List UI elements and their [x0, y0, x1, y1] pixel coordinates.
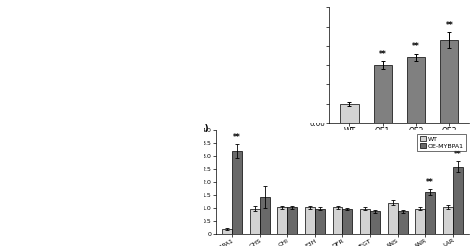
Bar: [360, 209, 370, 234]
Y-axis label: Proanthocyanidin content
(mg catechin·g⁻¹ FW): Proanthocyanidin content (mg catechin·g⁻…: [296, 28, 308, 103]
Bar: [333, 207, 342, 234]
Bar: [398, 211, 408, 234]
Text: **: **: [426, 178, 434, 187]
Bar: [305, 207, 315, 234]
Bar: [388, 203, 398, 234]
Bar: [443, 207, 453, 234]
Bar: [232, 151, 242, 234]
Text: **: **: [379, 50, 387, 59]
Text: (f): (f): [290, 0, 302, 9]
Bar: [260, 197, 270, 234]
Text: **: **: [454, 150, 462, 159]
Text: **: **: [412, 42, 420, 51]
Bar: [440, 40, 458, 123]
Y-axis label: Relative expression: Relative expression: [194, 151, 199, 213]
Bar: [277, 207, 287, 234]
Bar: [370, 211, 380, 234]
Bar: [340, 104, 358, 123]
Text: **: **: [233, 133, 241, 142]
Bar: [250, 209, 260, 234]
Text: (g): (g): [194, 124, 209, 133]
Bar: [222, 229, 232, 234]
Bar: [415, 209, 425, 234]
Bar: [453, 167, 463, 234]
Bar: [287, 207, 297, 234]
Bar: [374, 65, 392, 123]
Bar: [407, 58, 425, 123]
Bar: [425, 192, 435, 234]
Bar: [315, 209, 325, 234]
Text: **: **: [446, 21, 453, 30]
Bar: [342, 209, 352, 234]
Legend: WT, OE-MYBPA1: WT, OE-MYBPA1: [417, 134, 466, 151]
